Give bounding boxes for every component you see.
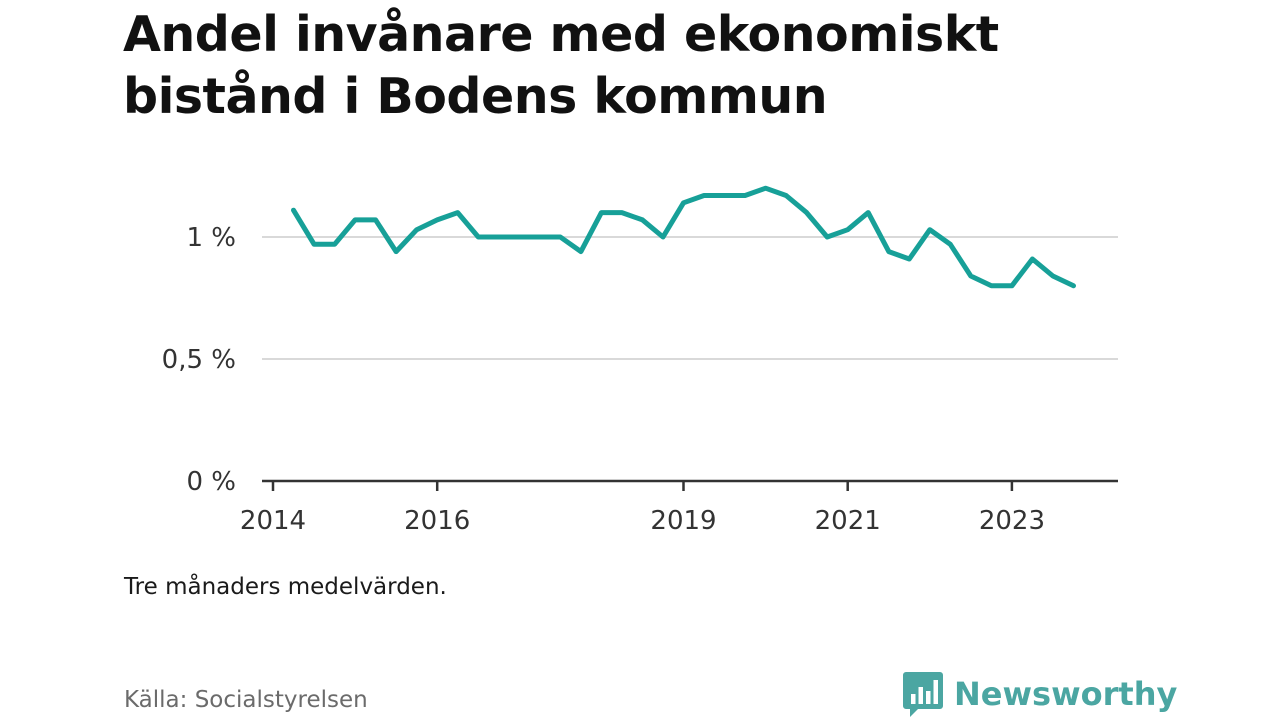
chart-title: Andel invånare med ekonomiskt bistånd i …: [123, 6, 999, 125]
gridlines: [262, 236, 1118, 360]
brand-logo: Newsworthy: [902, 670, 1177, 718]
source-label: Källa: Socialstyrelsen: [124, 687, 368, 713]
bar-chart-speech-bubble-icon: [903, 672, 943, 717]
x-tick-label: 2019: [650, 506, 716, 536]
x-tick-label: 2021: [815, 506, 881, 536]
series-layer: [291, 185, 1076, 289]
x-axis: [262, 479, 1118, 491]
y-tick-label: 0,5 %: [162, 345, 236, 375]
x-tick-label: 2016: [404, 506, 470, 536]
y-tick-label: 0 %: [186, 467, 236, 497]
brand-name: Newsworthy: [954, 675, 1178, 713]
y-tick-label: 1 %: [186, 223, 236, 253]
chart-note: Tre månaders medelvärden.: [124, 574, 447, 600]
x-tick-label: 2023: [979, 506, 1045, 536]
x-tick-label: 2014: [240, 506, 306, 536]
y-axis-labels: 0 % 0,5 % 1 %: [162, 223, 236, 497]
x-axis-labels: 2014 2016 2019 2021 2023: [240, 506, 1045, 536]
